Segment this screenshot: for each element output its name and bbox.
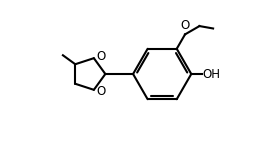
Text: O: O <box>180 19 190 32</box>
Text: OH: OH <box>202 67 220 81</box>
Text: O: O <box>96 50 105 63</box>
Text: O: O <box>96 85 105 98</box>
